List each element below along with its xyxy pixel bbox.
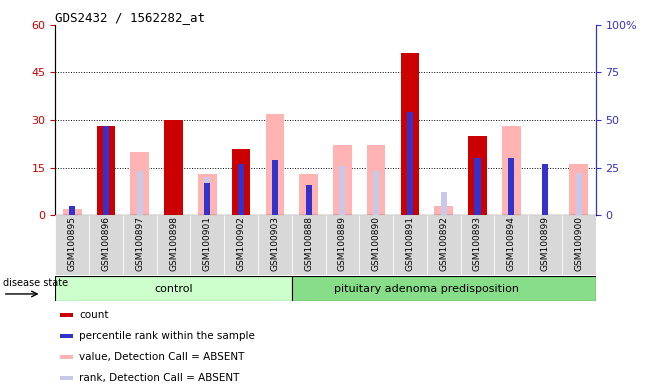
Text: GSM100895: GSM100895 (68, 216, 77, 271)
Bar (299, 174, 318, 215)
Bar (63, 209, 81, 215)
Text: GSM100896: GSM100896 (102, 216, 111, 271)
Text: GSM100901: GSM100901 (203, 216, 212, 271)
Text: percentile rank within the sample: percentile rank within the sample (79, 331, 255, 341)
Bar (238, 164, 244, 215)
Bar (198, 174, 217, 215)
Bar (89, 25, 123, 215)
Bar (191, 25, 224, 215)
Bar (359, 215, 393, 275)
Bar (60, 334, 73, 338)
Text: GSM100894: GSM100894 (506, 216, 516, 271)
Text: GSM100888: GSM100888 (304, 216, 313, 271)
Bar (339, 166, 346, 215)
Bar (258, 215, 292, 275)
Bar (393, 25, 427, 215)
Bar (562, 25, 596, 215)
Text: disease state: disease state (3, 278, 68, 288)
Bar (575, 173, 582, 215)
Bar (272, 160, 278, 215)
Bar (461, 215, 494, 275)
Text: GSM100899: GSM100899 (540, 216, 549, 271)
Bar (326, 25, 359, 215)
Bar (55, 25, 89, 215)
Bar (528, 215, 562, 275)
Text: GSM100897: GSM100897 (135, 216, 145, 271)
Text: GSM100890: GSM100890 (372, 216, 381, 271)
Bar (326, 215, 359, 275)
Bar (69, 205, 76, 215)
Bar (204, 177, 210, 215)
Bar (508, 158, 514, 215)
Bar (123, 25, 157, 215)
Bar (89, 215, 123, 275)
Bar (367, 146, 385, 215)
Text: GSM100900: GSM100900 (574, 216, 583, 271)
Bar (570, 164, 588, 215)
Bar (461, 25, 494, 215)
Bar (204, 183, 210, 215)
Text: GSM100892: GSM100892 (439, 216, 448, 271)
Text: GSM100898: GSM100898 (169, 216, 178, 271)
Bar (393, 215, 427, 275)
Bar (224, 25, 258, 215)
Bar (292, 25, 326, 215)
Bar (407, 113, 413, 215)
Bar (359, 25, 393, 215)
Bar (427, 215, 461, 275)
Bar (157, 25, 191, 215)
Bar (333, 146, 352, 215)
Bar (427, 25, 461, 215)
Bar (60, 313, 73, 318)
Text: GSM100891: GSM100891 (406, 216, 415, 271)
Bar (502, 126, 521, 215)
Text: GSM100902: GSM100902 (236, 216, 245, 271)
Bar (103, 126, 109, 215)
Bar (266, 114, 284, 215)
Bar (494, 215, 528, 275)
Bar (97, 126, 115, 215)
Bar (191, 215, 224, 275)
Bar (224, 215, 258, 275)
Bar (475, 158, 480, 215)
Bar (258, 25, 292, 215)
Bar (130, 152, 149, 215)
Bar (292, 215, 326, 275)
Text: GSM100903: GSM100903 (270, 216, 279, 271)
Text: count: count (79, 310, 109, 321)
Bar (305, 185, 312, 215)
Text: GSM100889: GSM100889 (338, 216, 347, 271)
Bar (164, 120, 183, 215)
Bar (55, 215, 89, 275)
Bar (542, 164, 548, 215)
Bar (400, 53, 419, 215)
Text: rank, Detection Call = ABSENT: rank, Detection Call = ABSENT (79, 373, 240, 383)
Text: value, Detection Call = ABSENT: value, Detection Call = ABSENT (79, 353, 245, 362)
Bar (60, 376, 73, 381)
Bar (542, 167, 548, 215)
Bar (292, 276, 596, 301)
Text: GSM100893: GSM100893 (473, 216, 482, 271)
Text: pituitary adenoma predisposition: pituitary adenoma predisposition (335, 284, 519, 294)
Bar (123, 215, 157, 275)
Bar (373, 171, 379, 215)
Bar (232, 149, 251, 215)
Text: control: control (154, 284, 193, 294)
Bar (157, 215, 191, 275)
Bar (494, 25, 528, 215)
Bar (434, 205, 453, 215)
Bar (55, 276, 292, 301)
Bar (164, 174, 183, 215)
Bar (562, 215, 596, 275)
Bar (441, 192, 447, 215)
Bar (60, 355, 73, 359)
Bar (468, 136, 487, 215)
Bar (528, 25, 562, 215)
Bar (137, 171, 143, 215)
Text: GDS2432 / 1562282_at: GDS2432 / 1562282_at (55, 11, 205, 24)
